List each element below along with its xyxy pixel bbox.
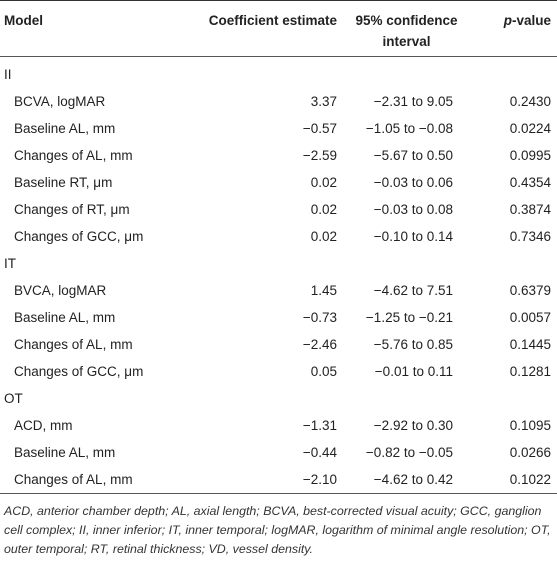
confidence-interval-cell: −4.62 to 7.51 — [373, 283, 453, 298]
header-p-value: p-value — [479, 1, 557, 57]
table-row: BVCA, logMAR 1.45 −4.62 to 7.51 0.6379 — [0, 277, 557, 304]
coefficient-cell: 0.02 — [310, 175, 337, 190]
coefficient-cell: −0.57 — [302, 121, 337, 136]
coefficient-cell: −1.31 — [302, 418, 337, 433]
variable-cell: Baseline AL, mm — [14, 445, 116, 460]
table-footnote: ACD, anterior chamber depth; AL, axial l… — [4, 504, 551, 556]
confidence-interval-cell: −2.31 to 9.05 — [373, 94, 453, 109]
variable-cell: Changes of GCC, μm — [14, 364, 144, 379]
confidence-interval-cell: −1.25 to −0.21 — [365, 310, 453, 325]
coefficient-cell: −0.44 — [302, 445, 337, 460]
p-value-cell: 0.1095 — [509, 418, 551, 433]
coefficient-cell: −0.73 — [302, 310, 337, 325]
table-row: Changes of AL, mm −2.10 −4.62 to 0.42 0.102… — [0, 466, 557, 494]
p-value-cell: 0.1281 — [509, 364, 551, 379]
p-value-cell: 0.4354 — [509, 175, 551, 190]
p-value-cell: 0.7346 — [509, 229, 551, 244]
p-value-cell: 0.0224 — [509, 121, 551, 136]
coefficient-cell: −2.59 — [302, 148, 337, 163]
table-header-row: Model Coefficient estimate 95% confidenc… — [0, 0, 557, 57]
p-value-cell: 0.1445 — [509, 337, 551, 352]
group-row: II — [0, 57, 557, 89]
table-row: Baseline AL, mm −0.57 −1.05 to −0.08 0.0224 — [0, 115, 557, 142]
regression-table: Model Coefficient estimate 95% confidenc… — [0, 0, 557, 494]
header-p-italic: p — [503, 13, 512, 28]
table-row: Baseline RT, μm 0.02 −0.03 to 0.06 0.4354 — [0, 169, 557, 196]
confidence-interval-cell: −5.76 to 0.85 — [373, 337, 453, 352]
p-value-cell: 0.0995 — [509, 148, 551, 163]
confidence-interval-cell: −1.05 to −0.08 — [365, 121, 453, 136]
confidence-interval-cell: −4.62 to 0.42 — [343, 466, 479, 494]
header-ci-line1: 95% confidence — [355, 13, 458, 28]
group-row: IT — [0, 250, 557, 277]
header-confidence-interval: 95% confidence interval — [343, 1, 479, 57]
p-value-cell: 0.6379 — [509, 283, 551, 298]
group-row: OT — [0, 385, 557, 412]
table-row: Baseline AL, mm −0.44 −0.82 to −0.05 0.0266 — [0, 439, 557, 466]
table-row: Changes of AL, mm −2.59 −5.67 to 0.50 0.099… — [0, 142, 557, 169]
coefficient-cell: −2.10 — [165, 466, 343, 494]
coefficient-cell: 0.05 — [310, 364, 337, 379]
p-value-cell: 0.0266 — [509, 445, 551, 460]
header-model: Model — [4, 13, 43, 28]
variable-cell: BVCA, logMAR — [14, 283, 107, 298]
variable-cell: ACD, mm — [14, 418, 73, 433]
table-row: Baseline AL, mm −0.73 −1.25 to −0.21 0.0057 — [0, 304, 557, 331]
variable-cell: Changes of AL, mm — [0, 466, 165, 494]
table-row: Changes of AL, mm −2.46 −5.76 to 0.85 0.144… — [0, 331, 557, 358]
header-p-rest: -value — [511, 13, 551, 28]
confidence-interval-cell: −0.82 to −0.05 — [365, 445, 453, 460]
coefficient-cell: 1.45 — [310, 283, 337, 298]
confidence-interval-cell: −0.01 to 0.11 — [374, 364, 453, 379]
variable-cell: Changes of GCC, μm — [14, 229, 144, 244]
confidence-interval-cell: −2.92 to 0.30 — [373, 418, 453, 433]
variable-cell: Baseline RT, μm — [14, 175, 113, 190]
variable-cell: Baseline AL, mm — [14, 121, 116, 136]
confidence-interval-cell: −5.67 to 0.50 — [373, 148, 453, 163]
p-value-cell: 0.3874 — [509, 202, 551, 217]
variable-cell: Baseline AL, mm — [14, 310, 116, 325]
table-row: Changes of RT, μm 0.02 −0.03 to 0.08 0.3874 — [0, 196, 557, 223]
group-label: II — [4, 67, 12, 82]
table-row: Changes of GCC, μm 0.02 −0.10 to 0.14 0.734… — [0, 223, 557, 250]
coefficient-cell: 3.37 — [310, 94, 337, 109]
confidence-interval-cell: −0.03 to 0.08 — [373, 202, 453, 217]
p-value-cell: 0.1022 — [479, 466, 557, 494]
p-value-cell: 0.2430 — [509, 94, 551, 109]
group-label: IT — [4, 256, 16, 271]
variable-cell: Changes of RT, μm — [14, 202, 130, 217]
confidence-interval-cell: −0.03 to 0.06 — [373, 175, 453, 190]
header-coefficient: Coefficient estimate — [208, 13, 337, 28]
table-row: ACD, mm −1.31 −2.92 to 0.30 0.1095 — [0, 412, 557, 439]
table-row: BCVA, logMAR 3.37 −2.31 to 9.05 0.2430 — [0, 88, 557, 115]
coefficient-cell: 0.02 — [310, 229, 337, 244]
table-body: II BCVA, logMAR 3.37 −2.31 to 9.05 0.2430 Bas… — [0, 57, 557, 494]
p-value-cell: 0.0057 — [509, 310, 551, 325]
variable-cell: Changes of AL, mm — [14, 337, 133, 352]
variable-cell: Changes of AL, mm — [14, 148, 133, 163]
table-row: Changes of GCC, μm 0.05 −0.01 to 0.11 0.128… — [0, 358, 557, 385]
coefficient-cell: 0.02 — [310, 202, 337, 217]
confidence-interval-cell: −0.10 to 0.14 — [373, 229, 453, 244]
group-label: OT — [4, 391, 23, 406]
header-ci-line2: interval — [382, 34, 431, 49]
coefficient-cell: −2.46 — [302, 337, 337, 352]
variable-cell: BCVA, logMAR — [14, 94, 106, 109]
